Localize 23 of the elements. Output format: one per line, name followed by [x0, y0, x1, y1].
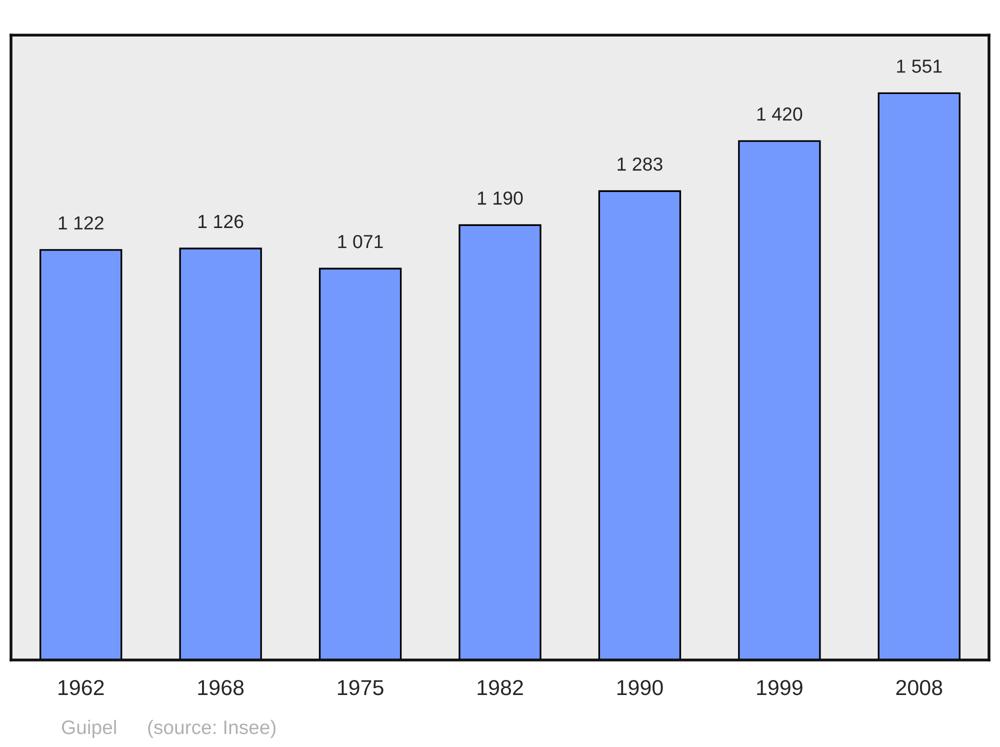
- bar: [738, 140, 821, 660]
- x-tick-label: 1962: [58, 680, 104, 696]
- bar: [598, 190, 682, 660]
- x-tick-label: 1968: [198, 680, 244, 696]
- bar: [40, 249, 122, 660]
- text: Guipel: [62, 720, 116, 738]
- data-label: 1 071: [338, 234, 383, 248]
- data-label: 1 283: [618, 157, 662, 171]
- data-label: 1 126: [198, 214, 244, 228]
- data-label: 1 190: [478, 191, 523, 205]
- bar: [878, 92, 960, 660]
- x-tick-label: 1975: [338, 680, 384, 696]
- text: (source: Insee): [148, 720, 276, 738]
- data-label: 1 122: [58, 216, 104, 230]
- x-tick-label: 1990: [617, 680, 663, 696]
- x-tick-label: 1982: [478, 680, 523, 696]
- bar: [179, 248, 262, 660]
- x-tick-label: 1999: [757, 680, 802, 696]
- data-label: 1 420: [757, 107, 802, 121]
- data-label: 1 551: [897, 60, 942, 73]
- bar: [458, 224, 542, 660]
- x-tick-label: 2008: [896, 680, 942, 696]
- bar: [318, 268, 402, 660]
